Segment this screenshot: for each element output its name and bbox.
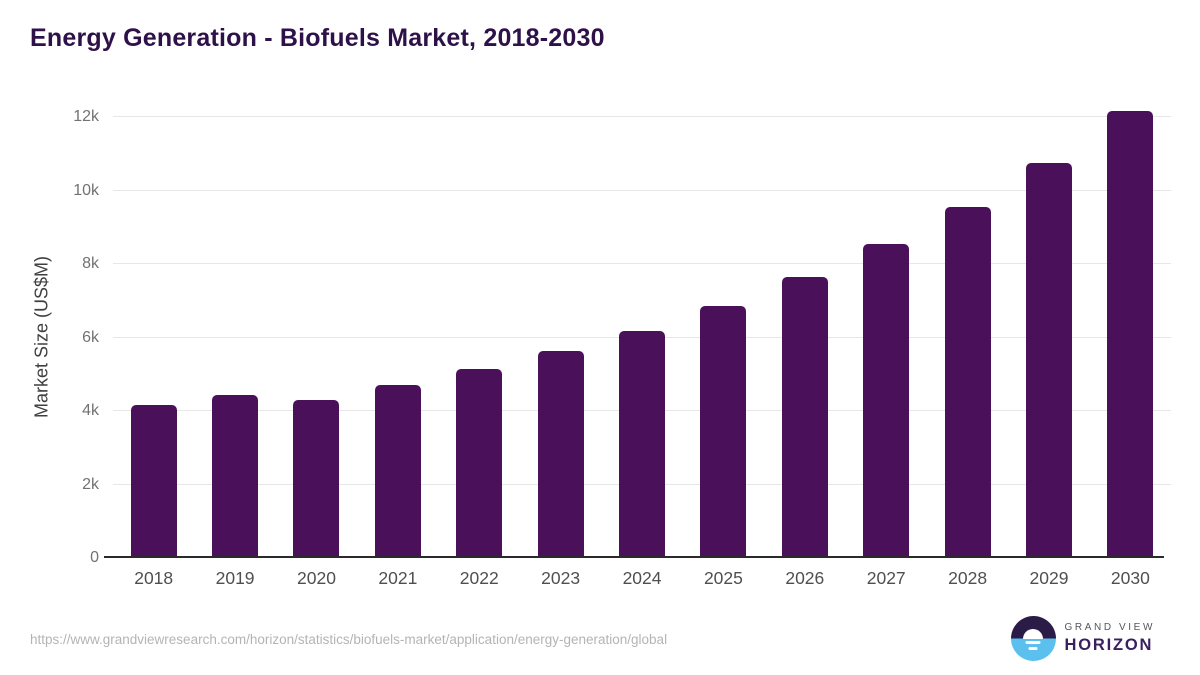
- bar-slot-2019: [194, 110, 275, 558]
- bar-slot-2029: [1008, 110, 1089, 558]
- x-tick-label-2027: 2027: [866, 568, 906, 588]
- bar-2018: [130, 404, 177, 558]
- bar-slot-2020: [276, 110, 357, 558]
- bar-slot-2024: [601, 110, 682, 558]
- chart-title: Energy Generation - Biofuels Market, 201…: [30, 24, 605, 52]
- bar-2027: [863, 244, 910, 558]
- logo-horizon-label: HORIZON: [1064, 636, 1154, 654]
- bar-slot-2027: [846, 110, 927, 558]
- x-tick-label-2028: 2028: [948, 568, 988, 588]
- plot-area: [113, 110, 1171, 558]
- bar-slot-2030: [1090, 110, 1171, 558]
- gridline-8k: [113, 263, 1171, 264]
- x-axis-line: [104, 556, 1164, 558]
- y-tick-label-8k: 8k: [82, 255, 99, 272]
- y-tick-label-2k: 2k: [82, 475, 99, 493]
- bar-slot-2028: [927, 110, 1008, 558]
- bar-2025: [700, 306, 747, 558]
- x-axis-labels: 2018 2019 2020 2021 2022 2023 2024 2025 2026 2027…: [113, 568, 1171, 589]
- bar-2030: [1107, 111, 1154, 558]
- y-tick-label-12k: 12k: [73, 108, 99, 125]
- bar-series: [113, 110, 1171, 558]
- source-url: https://www.grandviewresearch.com/horizo…: [30, 632, 668, 647]
- reflection-line-1: [1025, 641, 1041, 645]
- x-tick-label-2019: 2019: [215, 568, 255, 588]
- bar-slot-2022: [439, 110, 520, 558]
- x-tick-label-2026: 2026: [785, 568, 825, 588]
- bar-slot-2021: [357, 110, 438, 558]
- bar-2023: [537, 350, 584, 558]
- brand-logo: GRAND VIEW HORIZON: [1010, 616, 1155, 661]
- bar-2019: [212, 394, 259, 558]
- bar-2029: [1025, 162, 1072, 558]
- bar-2024: [619, 330, 666, 558]
- bar-slot-2018: [113, 110, 194, 558]
- x-tick-label-2021: 2021: [378, 568, 418, 588]
- bar-2020: [293, 399, 340, 558]
- x-tick-label-2018: 2018: [134, 568, 174, 588]
- logo-grand-view-label: GRAND VIEW: [1064, 622, 1155, 633]
- logo-text: GRAND VIEW HORIZON: [1065, 622, 1155, 655]
- bar-2022: [456, 368, 503, 558]
- bar-slot-2026: [764, 110, 845, 558]
- x-tick-label-2020: 2020: [297, 568, 336, 588]
- x-tick-label-2024: 2024: [622, 568, 662, 588]
- x-tick-label-2022: 2022: [459, 568, 499, 588]
- bar-2021: [374, 384, 421, 558]
- gridline-10k: [113, 189, 1171, 191]
- x-tick-label-2029: 2029: [1029, 568, 1069, 588]
- y-tick-label-6k: 6k: [82, 328, 99, 346]
- bar-2026: [781, 277, 828, 558]
- x-tick-label-2030: 2030: [1110, 568, 1150, 588]
- bar-2028: [944, 207, 991, 558]
- y-tick-label-4k: 4k: [82, 402, 99, 419]
- y-tick-label-0: 0: [90, 549, 99, 566]
- y-tick-label-10k: 10k: [73, 181, 99, 199]
- reflection-line-2: [1028, 647, 1038, 651]
- horizon-sun-icon: [1010, 616, 1056, 661]
- bar-slot-2023: [520, 110, 601, 558]
- sun-shape: [1023, 628, 1044, 639]
- x-tick-label-2023: 2023: [541, 568, 581, 588]
- bar-slot-2025: [683, 110, 764, 558]
- x-tick-label-2025: 2025: [703, 568, 743, 588]
- gridline-12k: [113, 116, 1171, 117]
